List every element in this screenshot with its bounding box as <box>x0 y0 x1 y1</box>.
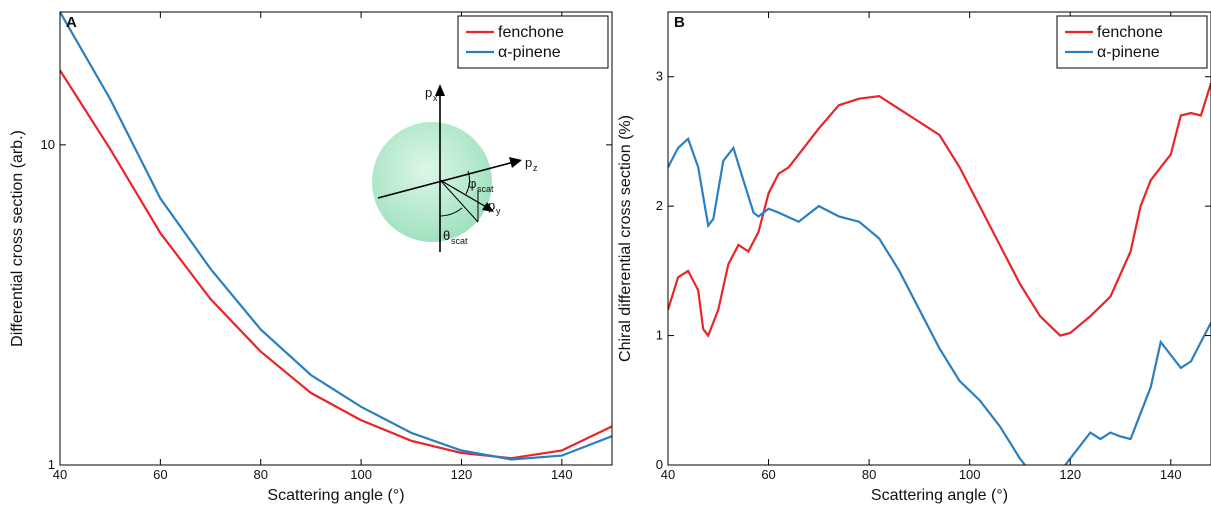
plot-lines <box>668 82 1211 465</box>
x-tick-label: 100 <box>959 467 981 482</box>
axis-pz <box>377 161 515 199</box>
y-tick-label: 10 <box>41 137 55 152</box>
plot-frame <box>667 11 1211 466</box>
legend-label: fenchone <box>498 24 564 41</box>
inset-label: θ <box>443 228 450 243</box>
panel-label: A <box>66 14 77 31</box>
inset-diagram: p x p z p y φ scat θ scat <box>372 84 538 252</box>
x-axis-label: Scattering angle (°) <box>871 487 1008 504</box>
legend-box <box>457 15 609 69</box>
x-tick-label: 140 <box>551 467 573 482</box>
y-tick-label: 1 <box>48 457 55 472</box>
series-line <box>60 69 612 460</box>
inset-label: φ <box>468 176 476 191</box>
y-tick-label: 2 <box>656 198 663 213</box>
y-axis-label: Chiral differential cross section (%) <box>617 115 634 362</box>
x-tick-label: 80 <box>253 467 267 482</box>
vector <box>439 179 479 223</box>
inset-label-sub: x <box>433 93 438 103</box>
x-tick-label: 40 <box>53 467 67 482</box>
y-tick-label: 0 <box>656 457 663 472</box>
x-tick-label: 40 <box>661 467 675 482</box>
panel-label: B <box>674 14 685 31</box>
x-tick-label: 140 <box>1160 467 1182 482</box>
arrow <box>435 84 445 96</box>
inset-label-sub: scat <box>477 184 494 194</box>
theta-arc <box>439 207 463 217</box>
legend-label: fenchone <box>1097 24 1163 41</box>
x-tick-label: 120 <box>451 467 473 482</box>
x-tick-label: 60 <box>761 467 775 482</box>
inset-label-sub: scat <box>451 236 468 246</box>
y-tick-label: 1 <box>656 328 663 343</box>
plot-lines <box>60 12 612 461</box>
legend-label: α-pinene <box>498 44 561 61</box>
x-tick-label: 60 <box>153 467 167 482</box>
x-tick-label: 120 <box>1059 467 1081 482</box>
series-line <box>668 82 1211 338</box>
legend-label: α-pinene <box>1097 44 1160 61</box>
inset-label-sub: z <box>533 163 538 173</box>
series-line <box>60 12 612 461</box>
plot-frame <box>59 11 613 466</box>
x-tick-label: 100 <box>350 467 372 482</box>
arrow <box>482 202 494 212</box>
series-line <box>668 136 1211 465</box>
y-tick-label: 3 <box>656 69 663 84</box>
inset-label: p <box>425 85 432 100</box>
phi-arc <box>465 170 470 195</box>
inset-label-sub: y <box>496 206 501 216</box>
inset-label: p <box>525 155 532 170</box>
axis-py <box>439 179 489 209</box>
arrow <box>509 157 522 168</box>
sphere <box>372 122 492 242</box>
legend-box <box>1056 15 1208 69</box>
inset-label: p <box>488 198 495 213</box>
y-axis-label: Differential cross section (arb.) <box>9 130 26 347</box>
x-axis-label: Scattering angle (°) <box>267 487 404 504</box>
x-tick-label: 80 <box>862 467 876 482</box>
